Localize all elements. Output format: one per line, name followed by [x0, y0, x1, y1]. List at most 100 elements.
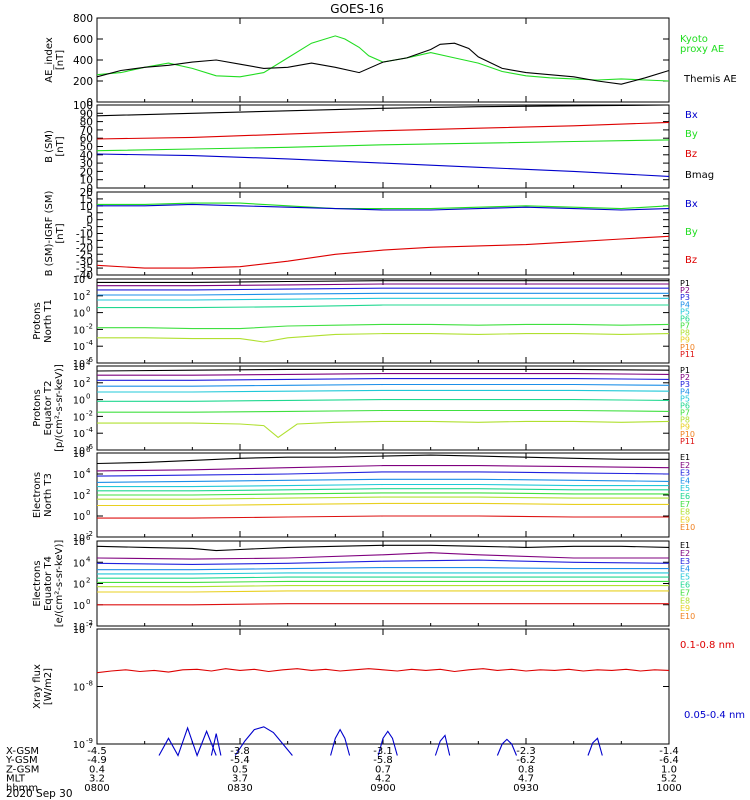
legend-entry: 0.1-0.8 nm [680, 640, 735, 651]
legend-entry: Themis AE [683, 74, 737, 85]
axis-row-value: 0.8 [518, 764, 534, 775]
y-axis-label: Electrons [32, 560, 43, 606]
series-line-1 [96, 42, 670, 85]
panel-frame [96, 628, 670, 745]
axis-row-value: -4.5 [87, 746, 107, 757]
series-line-1 [97, 373, 670, 376]
panel-frame [96, 540, 670, 627]
y-tick-label: 10 [73, 740, 85, 751]
y-tick-label: 10 [73, 533, 85, 544]
series-line-6 [97, 492, 669, 496]
series-line-0 [96, 35, 670, 82]
y-tick-label: 10 [73, 412, 85, 423]
axis-row-value: 0930 [513, 783, 538, 794]
axis-row-value: 0830 [227, 783, 252, 794]
legend-entry: E10 [680, 612, 695, 621]
axis-row-value: 3.7 [232, 774, 248, 785]
series-line-8 [97, 502, 669, 507]
axis-row-value: 0.5 [232, 764, 248, 775]
series-line-1 [97, 203, 670, 211]
series-line-0 [96, 668, 670, 674]
axis-row-value: 0800 [84, 783, 109, 794]
y-tick-label: 90 [80, 108, 93, 120]
legend-entry: Bz [685, 149, 697, 160]
panel-frame [96, 17, 670, 103]
legend-entry: P4 [680, 300, 690, 309]
legend-entry: E7 [680, 588, 690, 597]
y-tick-label: 10 [73, 580, 85, 591]
y-tick-label: 10 [73, 625, 85, 636]
series-line-9 [97, 603, 669, 606]
series-line-7 [97, 585, 669, 588]
y-tick-label: 10 [73, 601, 85, 612]
y-tick-label: -20 [76, 242, 93, 254]
y-tick-label: 10 [73, 379, 85, 390]
y-tick-label: -25 [76, 249, 93, 261]
legend-entry: P1 [680, 279, 690, 288]
y-tick-label: 10 [73, 275, 85, 286]
y-tick-exponent: 4 [86, 272, 91, 280]
series-line-4 [97, 572, 669, 575]
series-line-5 [97, 399, 670, 402]
y-tick-exponent: 4 [86, 467, 91, 475]
legend-entry: E2 [680, 461, 690, 470]
legend-entry: E8 [680, 508, 690, 517]
legend-entry: E9 [680, 604, 690, 613]
legend-entry: Bx [685, 110, 698, 121]
series-line-4 [97, 483, 669, 488]
legend-entry: P10 [680, 430, 695, 439]
y-axis-label: Protons [32, 302, 43, 339]
y-tick-label: 10 [73, 683, 85, 694]
y-tick-label: 400 [73, 55, 93, 67]
series-line-1 [330, 728, 351, 756]
legend-entry: P2 [680, 286, 690, 295]
y-tick-exponent: -4 [86, 426, 94, 434]
legend-entry: proxy AE [680, 44, 724, 55]
series-line-5 [97, 304, 669, 309]
legend-entry: P8 [680, 329, 690, 338]
bottom-axis-table: X-GSM -4.5 -3.8 -3.1 -2.3 -1.4 Y-GSM -4.9 -5.4 -5… [5, 746, 682, 794]
series-line-0 [96, 368, 670, 372]
y-tick-label: 10 [73, 512, 85, 523]
legend-entry: E10 [680, 523, 695, 532]
legend-entry: E3 [680, 557, 690, 566]
date-label: 2020 Sep 30 [6, 788, 73, 800]
y-tick-label: 15 [80, 194, 93, 206]
y-tick-label: 10 [73, 558, 85, 569]
legend-entry: E2 [680, 549, 690, 558]
y-tick-exponent: 0 [86, 509, 90, 517]
legend-entry: P7 [680, 322, 690, 331]
series-line-1 [587, 737, 603, 756]
y-tick-exponent: -4 [86, 339, 94, 347]
axis-row-label: Z-GSM [6, 764, 39, 775]
series-line-1 [158, 726, 217, 758]
series-line-1 [96, 121, 670, 140]
legend-entry: E1 [680, 453, 690, 462]
y-tick-exponent: 0 [86, 393, 90, 401]
legend-entry: P5 [680, 307, 690, 316]
y-tick-exponent: -6 [86, 443, 94, 451]
series-line-2 [96, 139, 670, 152]
y-tick-exponent: 0 [86, 306, 90, 314]
series-line-2 [97, 287, 669, 291]
axis-row-value: 0900 [370, 783, 395, 794]
legend-entry: E7 [680, 500, 690, 509]
axis-row-value: 1.0 [661, 764, 677, 775]
series-line-6 [97, 323, 670, 330]
series-line-3 [97, 567, 669, 571]
series-line-3 [97, 383, 670, 387]
panel-frame [96, 104, 670, 189]
axis-row-value: 4.2 [375, 774, 391, 785]
y-tick-label: 10 [73, 470, 85, 481]
series-line-2 [97, 378, 670, 381]
axis-row-value: 1000 [656, 783, 681, 794]
y-tick-label: 10 [73, 622, 85, 633]
legend-entry: P7 [680, 409, 690, 418]
y-tick-label: 10 [73, 359, 85, 370]
series-line-4 [97, 297, 669, 301]
